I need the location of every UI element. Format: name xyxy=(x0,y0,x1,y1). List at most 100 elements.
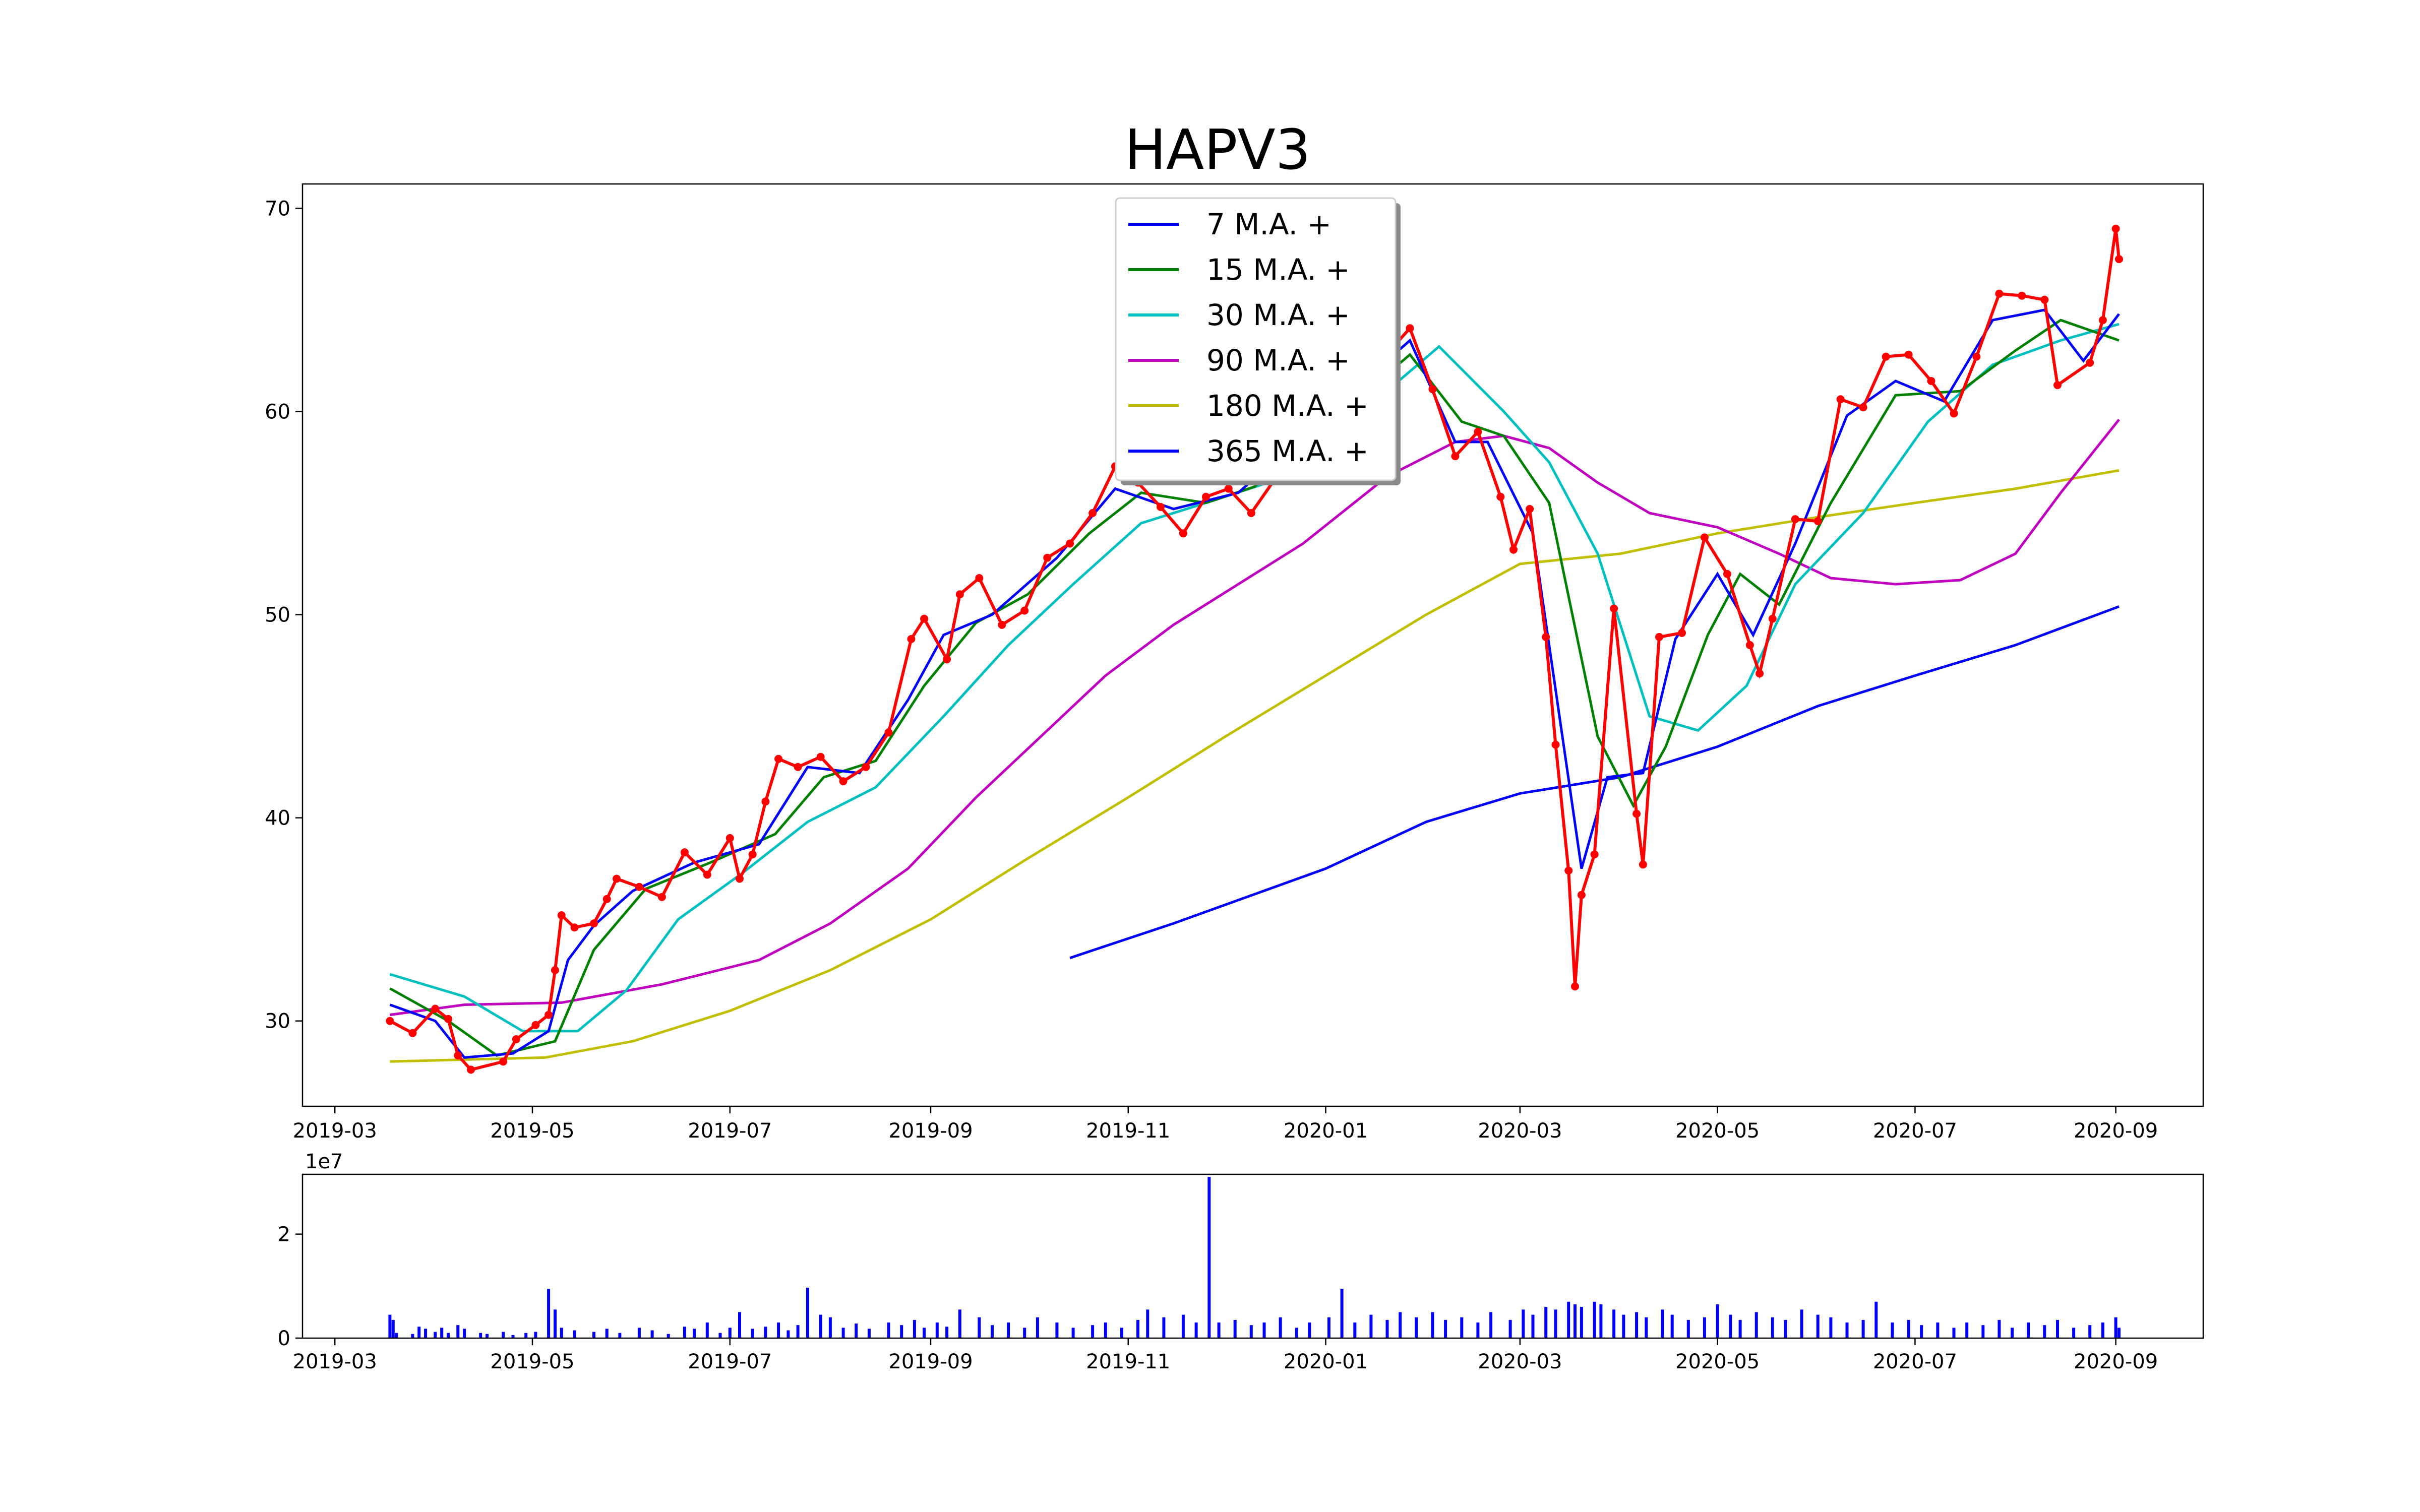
volume-bar xyxy=(1369,1314,1373,1338)
volume-bar xyxy=(728,1328,732,1338)
volume-axes: 02 2019-03 2019-05 2019-07 2019-09 2019-11 20… xyxy=(278,1150,2204,1373)
volume-bar xyxy=(1580,1307,1583,1338)
x-tick-label: 2020-09 xyxy=(2074,1119,2158,1143)
y-tick-label: 70 xyxy=(265,197,290,220)
volume-bar xyxy=(683,1327,686,1338)
series-line-ma-5 xyxy=(390,469,2120,1063)
volume-bar xyxy=(637,1328,641,1338)
x-tick-label: 2019-03 xyxy=(293,1119,377,1143)
volume-bar xyxy=(1531,1314,1535,1338)
volume-bar xyxy=(2088,1325,2092,1338)
close-point xyxy=(1577,891,1586,899)
volume-bar xyxy=(1874,1301,1878,1338)
volume-bar xyxy=(554,1309,557,1338)
volume-x-tick-label: 2020-03 xyxy=(1478,1350,1562,1373)
close-point xyxy=(1972,352,1981,361)
volume-bar xyxy=(1136,1319,1139,1338)
close-point xyxy=(1157,502,1165,511)
volume-bar xyxy=(456,1325,460,1338)
volume-bar xyxy=(1023,1328,1026,1338)
volume-bar xyxy=(1279,1317,1282,1338)
close-point xyxy=(943,655,951,664)
volume-bar xyxy=(479,1333,482,1338)
close-point xyxy=(1542,633,1550,641)
close-point xyxy=(1571,982,1579,991)
close-point xyxy=(1088,509,1097,517)
volume-bar xyxy=(1554,1309,1557,1338)
close-point xyxy=(748,850,757,859)
close-point xyxy=(635,883,643,891)
volume-bar xyxy=(2056,1319,2059,1338)
volume-bar xyxy=(605,1329,609,1338)
volume-bar xyxy=(923,1328,926,1338)
volume-bar xyxy=(1716,1304,1719,1338)
volume-bar xyxy=(1327,1317,1330,1338)
close-point xyxy=(590,919,598,928)
y-tick-label: 40 xyxy=(265,807,290,830)
volume-bar xyxy=(1007,1322,1010,1338)
volume-bar xyxy=(1385,1319,1389,1338)
volume-bar xyxy=(2101,1322,2104,1338)
close-point xyxy=(1451,452,1460,461)
volume-bar xyxy=(502,1332,505,1338)
volume-bar xyxy=(434,1332,437,1338)
close-point xyxy=(1700,533,1709,542)
volume-bar xyxy=(764,1327,767,1338)
volume-bar xyxy=(524,1333,528,1338)
volume-x-tick-label: 2019-07 xyxy=(688,1350,772,1373)
close-point xyxy=(2098,316,2107,325)
volume-bar xyxy=(592,1332,595,1338)
close-point xyxy=(1791,515,1799,524)
series-line-close xyxy=(389,228,2121,1072)
volume-bar xyxy=(534,1332,537,1338)
close-point xyxy=(761,797,770,806)
close-point xyxy=(1474,427,1482,436)
close-point xyxy=(570,923,579,932)
volume-bar xyxy=(573,1330,576,1338)
close-point xyxy=(1066,539,1074,548)
volume-bar xyxy=(1194,1322,1198,1338)
close-point xyxy=(1406,324,1414,333)
legend-entry-label: 90 M.A. + xyxy=(1206,343,1350,377)
close-point xyxy=(2018,291,2026,300)
close-point xyxy=(512,1035,520,1043)
close-point xyxy=(1995,289,2004,298)
volume-x-ticks: 2019-03 2019-05 2019-07 2019-09 2019-11 2020-… xyxy=(293,1338,2158,1373)
close-point xyxy=(1904,350,1913,359)
close-point xyxy=(884,728,893,737)
volume-bar xyxy=(1233,1319,1237,1338)
close-point xyxy=(680,848,689,857)
volume-bar xyxy=(1476,1322,1480,1338)
volume-bar xyxy=(1036,1317,1039,1338)
y-tick-label: 50 xyxy=(265,604,290,627)
volume-bar xyxy=(705,1322,709,1338)
volume-bar xyxy=(1593,1301,1596,1338)
volume-bar xyxy=(1460,1317,1464,1338)
close-point xyxy=(1723,570,1731,578)
close-point xyxy=(544,1011,553,1019)
volume-bar xyxy=(1845,1322,1849,1338)
volume-x-tick-label: 2020-07 xyxy=(1873,1350,1957,1373)
x-tick-label: 2020-07 xyxy=(1873,1119,1957,1143)
volume-bar xyxy=(1612,1309,1616,1338)
legend-entry-label: 180 M.A. + xyxy=(1206,389,1369,423)
close-point xyxy=(1551,740,1560,749)
volume-bar xyxy=(2114,1317,2118,1338)
volume-bar xyxy=(1981,1325,1985,1338)
volume-bar xyxy=(650,1330,654,1338)
volume-x-tick-label: 2020-05 xyxy=(1675,1350,1760,1373)
volume-bar xyxy=(547,1289,551,1338)
close-point xyxy=(1509,545,1518,554)
close-point xyxy=(920,614,929,623)
volume-bar xyxy=(1120,1328,1123,1338)
volume-bar xyxy=(1308,1322,1311,1338)
close-point xyxy=(1201,492,1210,501)
volume-x-tick-label: 2020-09 xyxy=(2074,1350,2158,1373)
volume-bar xyxy=(1622,1314,1625,1338)
volume-bar xyxy=(1340,1289,1344,1338)
volume-bar xyxy=(1055,1322,1059,1338)
volume-bars-group xyxy=(388,1177,2121,1338)
close-point xyxy=(1428,385,1437,394)
volume-bar xyxy=(2011,1328,2014,1338)
